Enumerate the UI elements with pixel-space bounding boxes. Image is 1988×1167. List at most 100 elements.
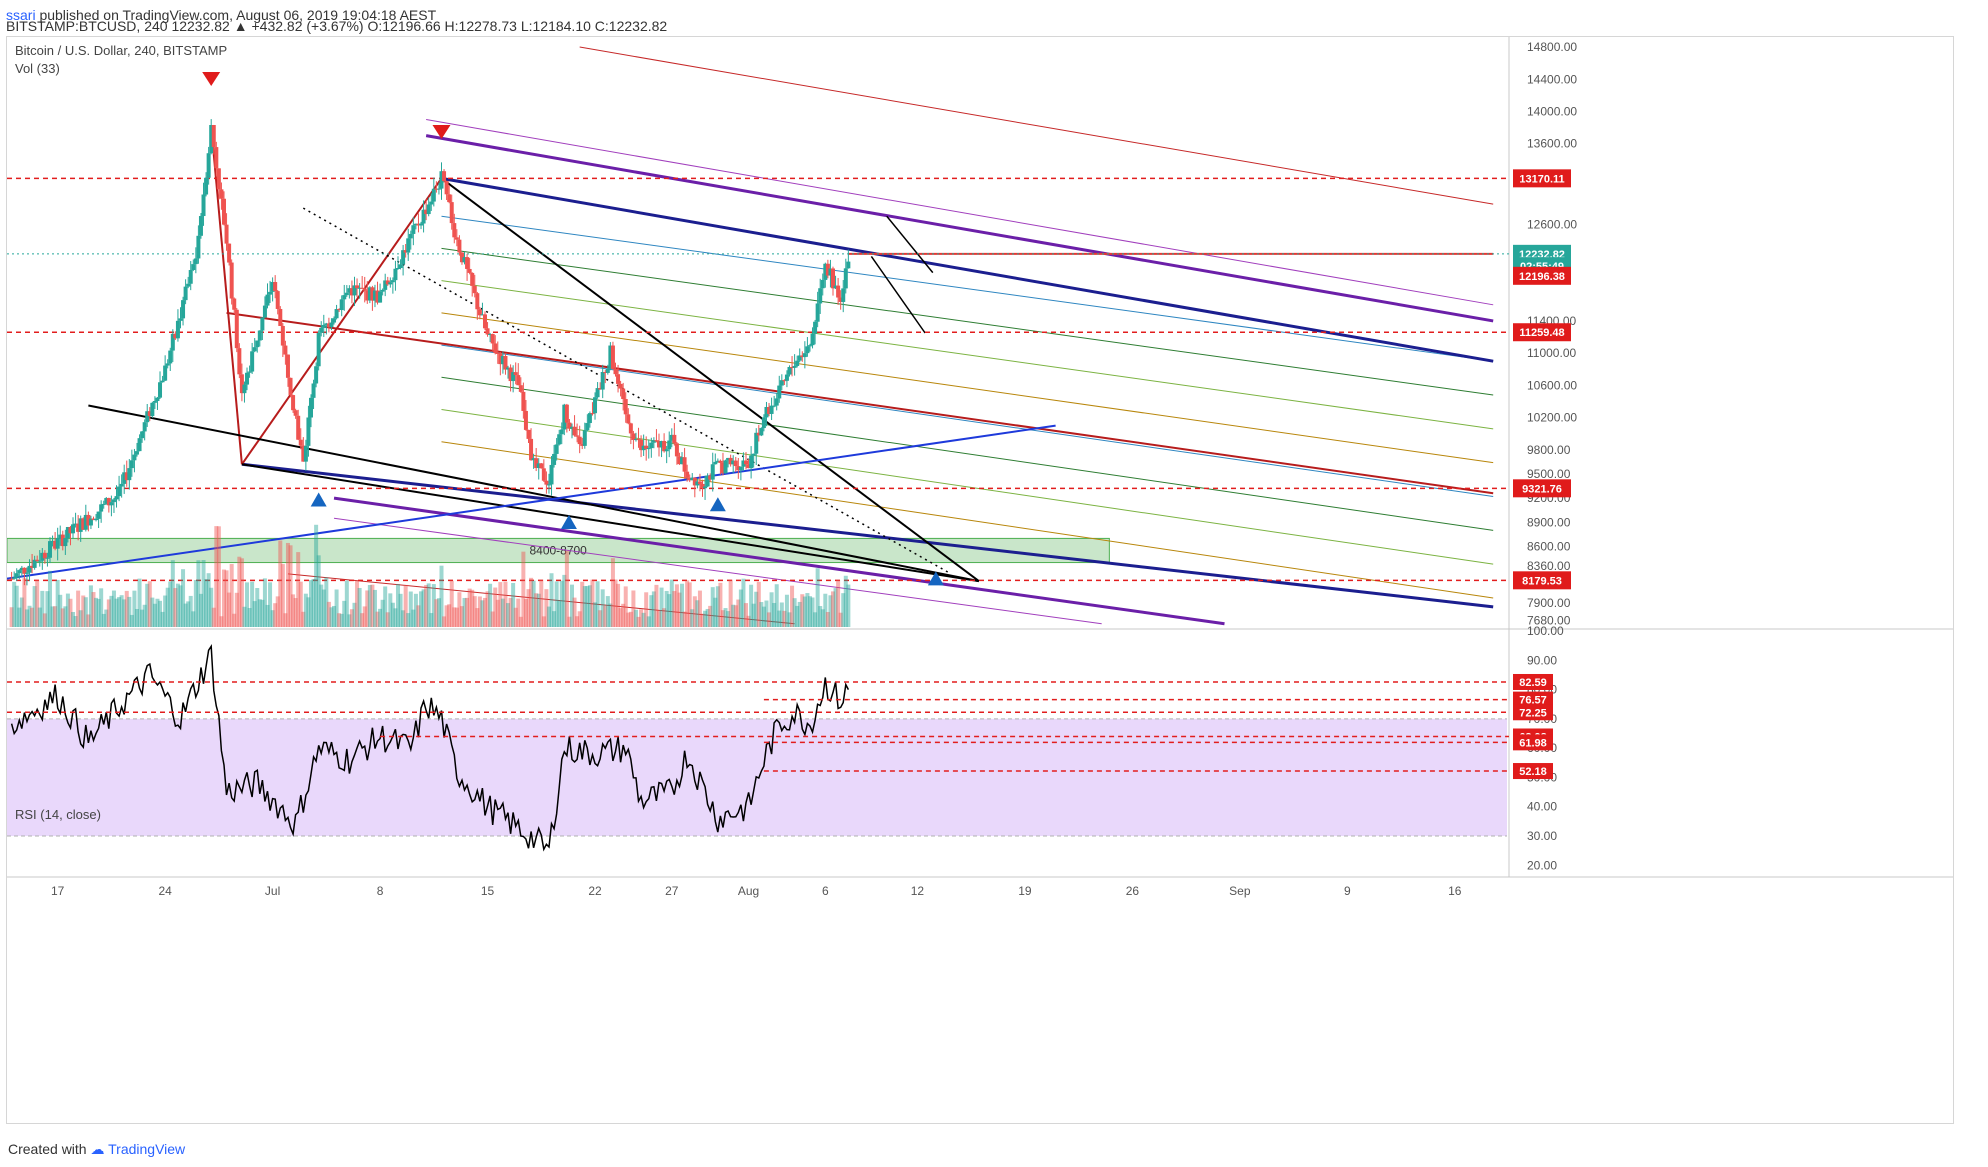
volume-bar [270, 610, 275, 627]
candle-body [523, 410, 528, 430]
candle-body [500, 355, 505, 365]
candle-body [828, 268, 833, 276]
candle-body [575, 435, 580, 437]
time-tick-label: 24 [158, 884, 172, 898]
volume-bar [229, 564, 234, 627]
candle-body [224, 224, 229, 244]
volume-bar [764, 600, 769, 627]
volume-bar [83, 597, 88, 627]
volume-bar [211, 607, 216, 627]
time-tick-label: 15 [481, 884, 495, 898]
candle-body [485, 328, 490, 335]
candle-body [470, 272, 475, 286]
median-line-red [226, 311, 1494, 495]
candle-body [529, 438, 534, 461]
candle-body [715, 460, 720, 462]
published-text: published on TradingView.com, August 06,… [39, 7, 437, 23]
volume-bar [454, 607, 459, 627]
candle-body [633, 439, 638, 441]
volume-bar [86, 614, 91, 627]
candle-body [526, 429, 531, 439]
candle-body [134, 451, 139, 455]
volume-bar [14, 585, 19, 627]
rsi-label-box [1513, 763, 1553, 780]
volume-bar [367, 585, 372, 627]
volume-bar [278, 540, 283, 627]
candle-body [165, 363, 170, 366]
candle-body [140, 431, 145, 439]
candle-body [521, 391, 526, 411]
volume-bar [178, 585, 183, 627]
tradingview-link[interactable]: TradingView [108, 1141, 186, 1157]
sell-marker-0 [202, 72, 221, 86]
volume-bar [697, 590, 702, 627]
candle-body [841, 288, 846, 302]
rsi-label-box [1513, 673, 1553, 690]
volume-bar [618, 608, 623, 627]
volume-bar [444, 605, 449, 627]
candle-body [536, 463, 541, 468]
volume-bar [830, 591, 835, 627]
candle-body [365, 290, 370, 301]
volume-bar [17, 607, 22, 627]
buy-marker-3 [927, 571, 944, 586]
candle-body [337, 309, 342, 311]
candle-body [206, 153, 211, 178]
volume-bar [398, 593, 403, 627]
candle-body [204, 177, 209, 195]
volume-bar [452, 607, 457, 627]
volume-bar [518, 616, 523, 627]
publisher-user-link[interactable]: ssari [6, 7, 36, 23]
volume-bar [700, 613, 705, 627]
candle-body [211, 125, 216, 148]
candle-body [600, 372, 605, 390]
price-tick-label: 7900.00 [1527, 596, 1571, 610]
chart-area[interactable]: 8400-87007680.007900.008120.008360.00860… [6, 36, 1954, 1124]
candle-body [76, 523, 81, 532]
candle-body [708, 475, 713, 480]
candle-body [659, 440, 664, 448]
volume-bar [480, 600, 485, 627]
volume-bar [626, 612, 631, 627]
volume-bar [316, 555, 321, 627]
volume-bar [111, 590, 116, 627]
candle-body [779, 380, 784, 386]
volume-bar [349, 609, 354, 627]
volume-bar [690, 609, 695, 627]
volume-bar [237, 556, 242, 627]
candle-body [751, 453, 756, 456]
volume-bar [68, 598, 73, 627]
volume-bar [559, 580, 564, 627]
volume-bar [784, 594, 789, 627]
candle-body [690, 477, 695, 481]
candle-body [395, 268, 400, 270]
candle-body [86, 514, 91, 526]
volume-bar [155, 598, 160, 627]
volume-bar [539, 579, 544, 627]
candle-body [101, 503, 106, 505]
candle-body [818, 288, 823, 304]
chart-canvas[interactable]: 8400-87007680.007900.008120.008360.00860… [7, 37, 1953, 1123]
candle-body [403, 250, 408, 253]
candle-body [687, 477, 692, 481]
price-tick-label: 14400.00 [1527, 72, 1577, 86]
volume-bar [728, 579, 733, 627]
volume-bar [841, 593, 846, 627]
volume-bar [572, 597, 577, 627]
volume-bar [807, 596, 812, 627]
channel-bottom-red [287, 573, 795, 625]
volume-bar [413, 593, 418, 627]
volume-bar [654, 584, 659, 627]
symbol-interval: 240 [144, 18, 168, 34]
channel-line-2 [441, 280, 1494, 430]
candle-body [14, 573, 19, 578]
volume-bar [298, 581, 303, 627]
candle-body [444, 181, 449, 195]
volume-bar [140, 609, 145, 627]
candle-body [155, 397, 160, 402]
candle-body [546, 484, 551, 486]
volume-bar [132, 590, 137, 627]
candle-body [119, 483, 124, 487]
candle-body [577, 436, 582, 445]
channel-line-1 [441, 247, 1494, 396]
